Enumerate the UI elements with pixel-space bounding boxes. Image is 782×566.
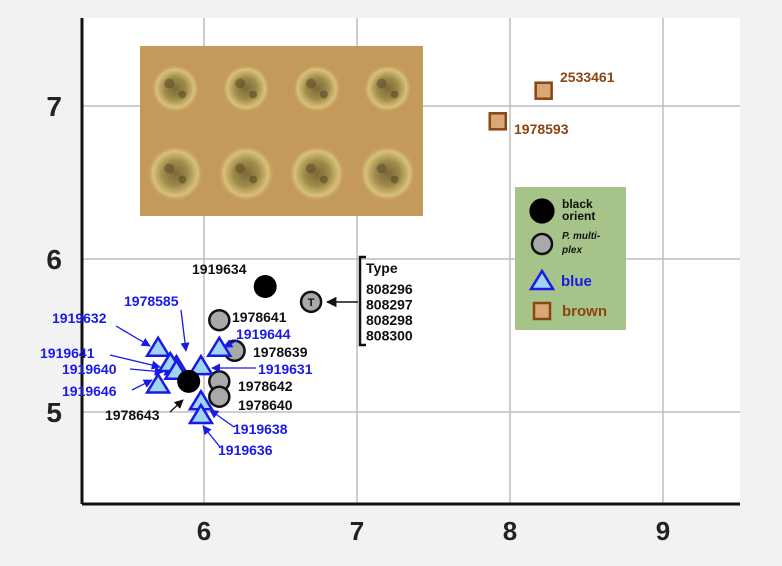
point-brown — [488, 112, 508, 131]
label-arrow — [180, 309, 190, 352]
label-arrow — [202, 425, 221, 448]
y-tick-label-5: 5 — [46, 397, 62, 428]
point-blue — [144, 335, 172, 357]
point-label: 1919638 — [233, 421, 288, 437]
point-blue — [187, 402, 215, 425]
cell-detail — [319, 175, 328, 184]
point-label: 1919636 — [218, 442, 273, 458]
cell-image — [292, 64, 341, 113]
label-arrow — [209, 409, 235, 428]
cell-image — [147, 145, 204, 202]
legend-label: black — [562, 197, 593, 211]
legend-marker-triangle-blue — [528, 268, 556, 291]
label-arrow — [115, 325, 151, 347]
cell-detail — [249, 175, 258, 184]
point-label: 1919634 — [192, 261, 247, 277]
point-black-orient — [253, 275, 277, 299]
cell-detail — [164, 78, 175, 89]
point-label: 1978593 — [514, 121, 569, 137]
point-label: 1978642 — [238, 378, 293, 394]
legend-marker-circle-grey — [530, 232, 554, 256]
cell-image — [359, 145, 416, 202]
legend-label: P. multi- — [562, 231, 601, 242]
point-label: 1919646 — [62, 383, 117, 399]
type-bracket — [358, 255, 366, 347]
point-label: 1978643 — [105, 407, 160, 423]
cell-image — [151, 64, 200, 113]
point-p-multiplex — [299, 290, 323, 314]
x-tick-label-9: 9 — [656, 516, 670, 546]
legend-label: plex — [561, 245, 582, 256]
cell-image — [363, 64, 412, 113]
legend-label: orient — [562, 209, 595, 223]
point-label: 1919640 — [62, 361, 117, 377]
cell-detail — [235, 78, 246, 89]
point-label: 1978640 — [238, 397, 293, 413]
cell-detail — [305, 78, 316, 89]
point-blue — [187, 353, 215, 376]
point-label: 1919631 — [258, 361, 313, 377]
point-label: 1978641 — [232, 309, 287, 325]
label-arrow — [131, 379, 153, 391]
cell-image — [288, 145, 345, 202]
point-brown — [534, 81, 553, 100]
point-p-multiplex — [208, 308, 231, 332]
cell-detail — [235, 163, 246, 174]
legend-marker-square-brown — [532, 301, 552, 321]
type-header: Type — [366, 260, 398, 276]
type-marker-letter: T — [308, 297, 315, 309]
type-specimen-number: 808298 — [366, 312, 413, 328]
point-label: 2533461 — [560, 69, 615, 85]
y-tick-label-7: 7 — [46, 91, 62, 122]
type-specimen-number: 808296 — [366, 281, 413, 297]
cell-detail — [319, 90, 328, 99]
cell-detail — [305, 163, 316, 174]
point-label: 1919644 — [236, 326, 291, 342]
cell-detail — [178, 90, 187, 99]
cell-image — [218, 145, 275, 202]
legend-label: blue — [561, 273, 592, 290]
legend-marker-circle-black — [529, 198, 555, 224]
cell-detail — [249, 90, 258, 99]
cell-detail — [376, 163, 387, 174]
label-arrow — [129, 366, 164, 376]
label-arrow — [109, 354, 161, 370]
y-tick-label-6: 6 — [46, 244, 62, 275]
point-label: 1978639 — [253, 344, 308, 360]
label-arrow — [223, 339, 239, 348]
point-label: 1978585 — [124, 293, 179, 309]
x-tick-label-7: 7 — [350, 516, 364, 546]
cell-detail — [390, 90, 399, 99]
legend-label: brown — [562, 303, 607, 320]
label-arrow — [169, 399, 184, 413]
point-p-multiplex — [208, 385, 231, 408]
type-specimen-number: 808297 — [366, 297, 413, 313]
point-label: 1919641 — [40, 345, 95, 361]
cell-detail — [164, 163, 175, 174]
type-specimen-number: 808300 — [366, 328, 413, 344]
cell-detail — [376, 78, 387, 89]
point-label: 1919632 — [52, 310, 107, 326]
cell-image — [222, 64, 271, 113]
point-black-orient — [177, 369, 201, 393]
x-tick-label-8: 8 — [503, 516, 517, 546]
cell-detail — [390, 175, 399, 184]
cell-detail — [178, 175, 187, 184]
x-tick-label-6: 6 — [197, 516, 211, 546]
